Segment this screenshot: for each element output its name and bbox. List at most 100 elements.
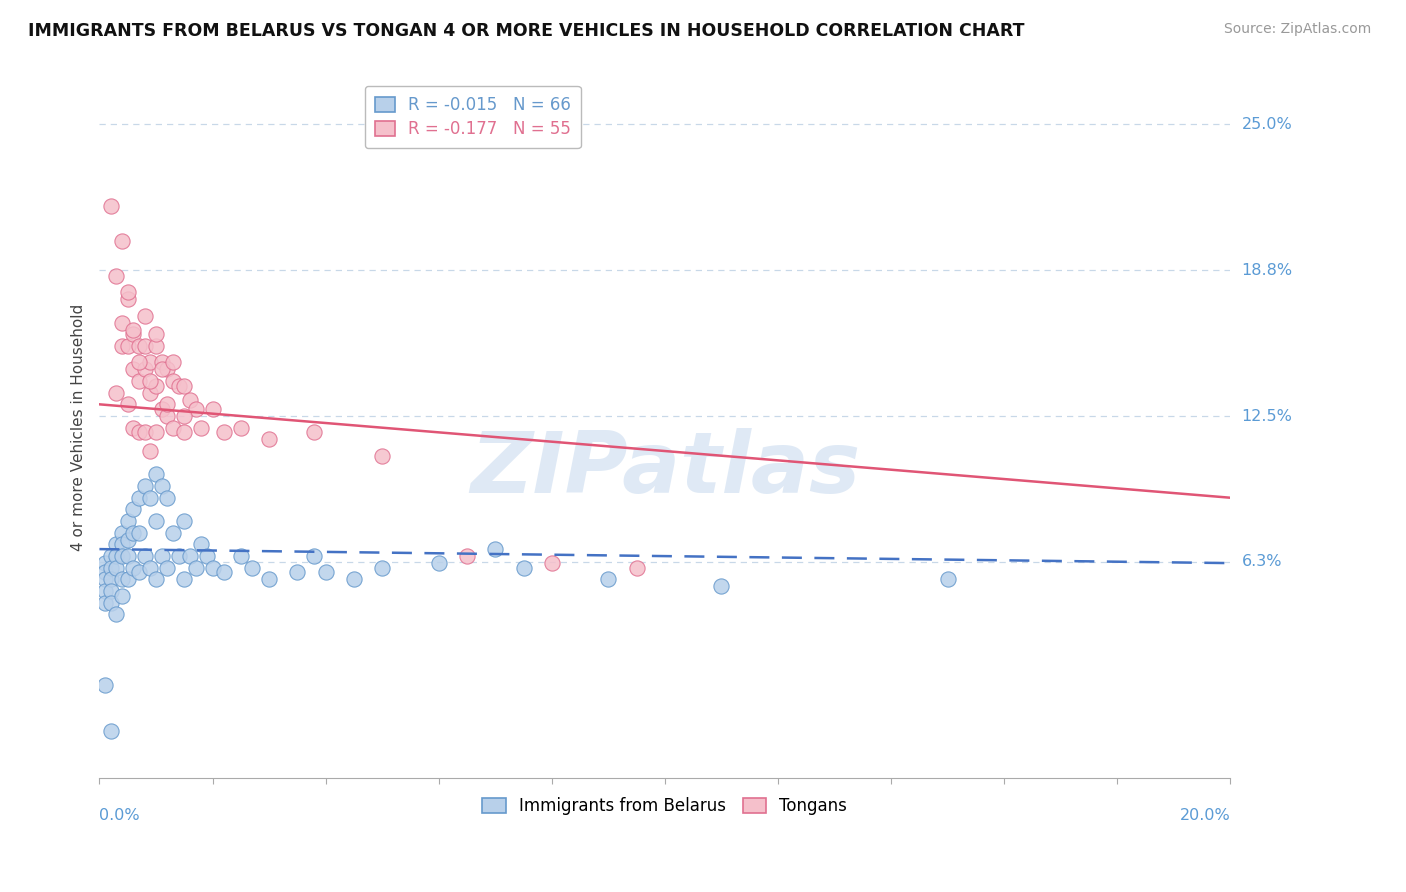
Point	[145, 327, 167, 342]
Point	[117, 533, 139, 547]
Point	[105, 561, 128, 575]
Point	[162, 420, 184, 434]
Point	[105, 385, 128, 400]
Point	[122, 362, 145, 376]
Point	[936, 573, 959, 587]
Point	[134, 339, 156, 353]
Point	[201, 561, 224, 575]
Point	[150, 355, 173, 369]
Text: 18.8%: 18.8%	[1241, 262, 1292, 277]
Point	[201, 402, 224, 417]
Point	[315, 566, 337, 580]
Y-axis label: 4 or more Vehicles in Household: 4 or more Vehicles in Household	[72, 304, 86, 551]
Point	[94, 566, 117, 580]
Point	[212, 566, 235, 580]
Point	[134, 362, 156, 376]
Point	[257, 433, 280, 447]
Point	[162, 525, 184, 540]
Point	[167, 549, 190, 563]
Point	[111, 339, 134, 353]
Point	[139, 355, 162, 369]
Point	[150, 402, 173, 417]
Point	[710, 579, 733, 593]
Point	[150, 362, 173, 376]
Point	[304, 425, 326, 440]
Point	[134, 549, 156, 563]
Point	[117, 514, 139, 528]
Point	[100, 596, 122, 610]
Point	[257, 573, 280, 587]
Point	[145, 339, 167, 353]
Point	[111, 234, 134, 248]
Point	[626, 561, 648, 575]
Point	[173, 378, 195, 392]
Point	[139, 444, 162, 458]
Point	[122, 561, 145, 575]
Point	[100, 584, 122, 599]
Point	[111, 525, 134, 540]
Point	[167, 378, 190, 392]
Point	[150, 479, 173, 493]
Point	[122, 525, 145, 540]
Point	[212, 425, 235, 440]
Point	[162, 374, 184, 388]
Point	[117, 292, 139, 306]
Point	[134, 479, 156, 493]
Point	[304, 549, 326, 563]
Point	[111, 573, 134, 587]
Point	[156, 561, 179, 575]
Point	[162, 355, 184, 369]
Point	[190, 420, 212, 434]
Point	[122, 502, 145, 516]
Point	[456, 549, 478, 563]
Point	[117, 339, 139, 353]
Point	[184, 561, 207, 575]
Point	[100, 573, 122, 587]
Point	[117, 573, 139, 587]
Point	[100, 724, 122, 739]
Point	[145, 467, 167, 482]
Point	[134, 309, 156, 323]
Point	[117, 549, 139, 563]
Point	[343, 573, 366, 587]
Text: 20.0%: 20.0%	[1180, 808, 1230, 823]
Point	[427, 556, 450, 570]
Text: Source: ZipAtlas.com: Source: ZipAtlas.com	[1223, 22, 1371, 37]
Point	[173, 409, 195, 423]
Point	[105, 268, 128, 283]
Point	[100, 561, 122, 575]
Point	[512, 561, 534, 575]
Point	[173, 573, 195, 587]
Point	[128, 525, 150, 540]
Point	[229, 420, 252, 434]
Text: 6.3%: 6.3%	[1241, 555, 1282, 569]
Point	[111, 537, 134, 551]
Point	[111, 549, 134, 563]
Point	[139, 561, 162, 575]
Point	[156, 397, 179, 411]
Point	[94, 584, 117, 599]
Point	[134, 425, 156, 440]
Text: ZIPatlas: ZIPatlas	[470, 428, 860, 511]
Point	[111, 589, 134, 603]
Point	[371, 449, 394, 463]
Point	[100, 199, 122, 213]
Point	[122, 327, 145, 342]
Point	[128, 566, 150, 580]
Point	[184, 402, 207, 417]
Point	[139, 491, 162, 505]
Text: 12.5%: 12.5%	[1241, 409, 1292, 424]
Point	[117, 397, 139, 411]
Text: IMMIGRANTS FROM BELARUS VS TONGAN 4 OR MORE VEHICLES IN HOUSEHOLD CORRELATION CH: IMMIGRANTS FROM BELARUS VS TONGAN 4 OR M…	[28, 22, 1025, 40]
Text: 0.0%: 0.0%	[100, 808, 141, 823]
Point	[190, 537, 212, 551]
Text: 25.0%: 25.0%	[1241, 117, 1292, 132]
Point	[128, 339, 150, 353]
Point	[128, 425, 150, 440]
Point	[145, 425, 167, 440]
Point	[540, 556, 562, 570]
Point	[156, 491, 179, 505]
Point	[484, 542, 506, 557]
Point	[139, 385, 162, 400]
Point	[122, 420, 145, 434]
